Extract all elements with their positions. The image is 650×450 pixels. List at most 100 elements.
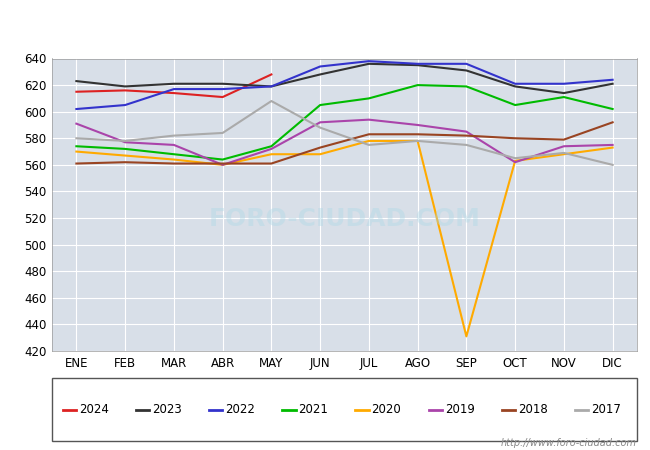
2017 (608, 162, 616, 167)
Text: 2019: 2019 (445, 403, 474, 416)
2019 (608, 142, 616, 148)
2018 (170, 161, 178, 166)
2022 (413, 61, 421, 67)
Line: 2018: 2018 (77, 122, 612, 163)
2023 (170, 81, 178, 86)
2020 (268, 152, 276, 157)
2020 (365, 138, 373, 144)
Line: 2024: 2024 (77, 74, 272, 97)
2017 (560, 150, 568, 156)
2020 (608, 145, 616, 150)
2017 (316, 125, 324, 130)
2024 (268, 72, 276, 77)
2022 (560, 81, 568, 86)
Text: 2018: 2018 (518, 403, 547, 416)
2018 (268, 161, 276, 166)
Text: 2023: 2023 (152, 403, 182, 416)
2021 (121, 146, 129, 152)
2023 (511, 84, 519, 89)
2021 (218, 157, 227, 162)
Text: 2024: 2024 (79, 403, 109, 416)
2017 (463, 142, 471, 148)
2019 (218, 162, 227, 167)
2019 (268, 146, 276, 152)
2021 (365, 96, 373, 101)
2020 (121, 153, 129, 158)
2024 (170, 90, 178, 96)
2018 (463, 133, 471, 138)
2024 (72, 89, 81, 94)
Text: FORO-CIUDAD.COM: FORO-CIUDAD.COM (209, 207, 480, 231)
2021 (170, 152, 178, 157)
2020 (511, 158, 519, 164)
2023 (413, 63, 421, 68)
2018 (218, 161, 227, 166)
2019 (463, 129, 471, 134)
2022 (218, 86, 227, 92)
2023 (218, 81, 227, 86)
2023 (316, 72, 324, 77)
2023 (268, 84, 276, 89)
2021 (316, 102, 324, 108)
2018 (608, 120, 616, 125)
2017 (268, 99, 276, 104)
Text: 2021: 2021 (298, 403, 328, 416)
Text: Afiliados en Albalate del Arzobispo a 31/5/2024: Afiliados en Albalate del Arzobispo a 31… (111, 11, 539, 29)
2017 (413, 138, 421, 144)
2021 (72, 144, 81, 149)
Line: 2022: 2022 (77, 61, 612, 109)
Text: 2017: 2017 (591, 403, 621, 416)
2020 (218, 162, 227, 167)
FancyBboxPatch shape (52, 378, 637, 441)
2017 (170, 133, 178, 138)
Text: 2020: 2020 (372, 403, 401, 416)
2020 (72, 149, 81, 154)
2023 (463, 68, 471, 73)
2022 (463, 61, 471, 67)
2022 (170, 86, 178, 92)
2024 (218, 94, 227, 100)
2019 (560, 144, 568, 149)
2021 (463, 84, 471, 89)
2021 (608, 106, 616, 112)
Line: 2023: 2023 (77, 64, 612, 93)
Line: 2021: 2021 (77, 85, 612, 160)
Text: http://www.foro-ciudad.com: http://www.foro-ciudad.com (501, 438, 637, 448)
2017 (511, 156, 519, 161)
2019 (413, 122, 421, 128)
2023 (560, 90, 568, 96)
2022 (121, 102, 129, 108)
2018 (365, 131, 373, 137)
2021 (268, 144, 276, 149)
2021 (511, 102, 519, 108)
2019 (72, 121, 81, 126)
2017 (218, 130, 227, 135)
2023 (608, 81, 616, 86)
2019 (511, 159, 519, 165)
Text: 2022: 2022 (226, 403, 255, 416)
2018 (413, 131, 421, 137)
2021 (413, 82, 421, 88)
2023 (365, 61, 373, 67)
2018 (560, 137, 568, 142)
2019 (121, 140, 129, 145)
2017 (121, 138, 129, 144)
2022 (511, 81, 519, 86)
2018 (316, 145, 324, 150)
2017 (72, 135, 81, 141)
2022 (72, 106, 81, 112)
2022 (608, 77, 616, 82)
2023 (72, 78, 81, 84)
2023 (121, 84, 129, 89)
2017 (365, 142, 373, 148)
2020 (316, 152, 324, 157)
Line: 2017: 2017 (77, 101, 612, 165)
2018 (72, 161, 81, 166)
2020 (170, 157, 178, 162)
Line: 2019: 2019 (77, 120, 612, 165)
2022 (365, 58, 373, 64)
Line: 2020: 2020 (77, 141, 612, 337)
2021 (560, 94, 568, 100)
2019 (170, 142, 178, 148)
2020 (413, 138, 421, 144)
